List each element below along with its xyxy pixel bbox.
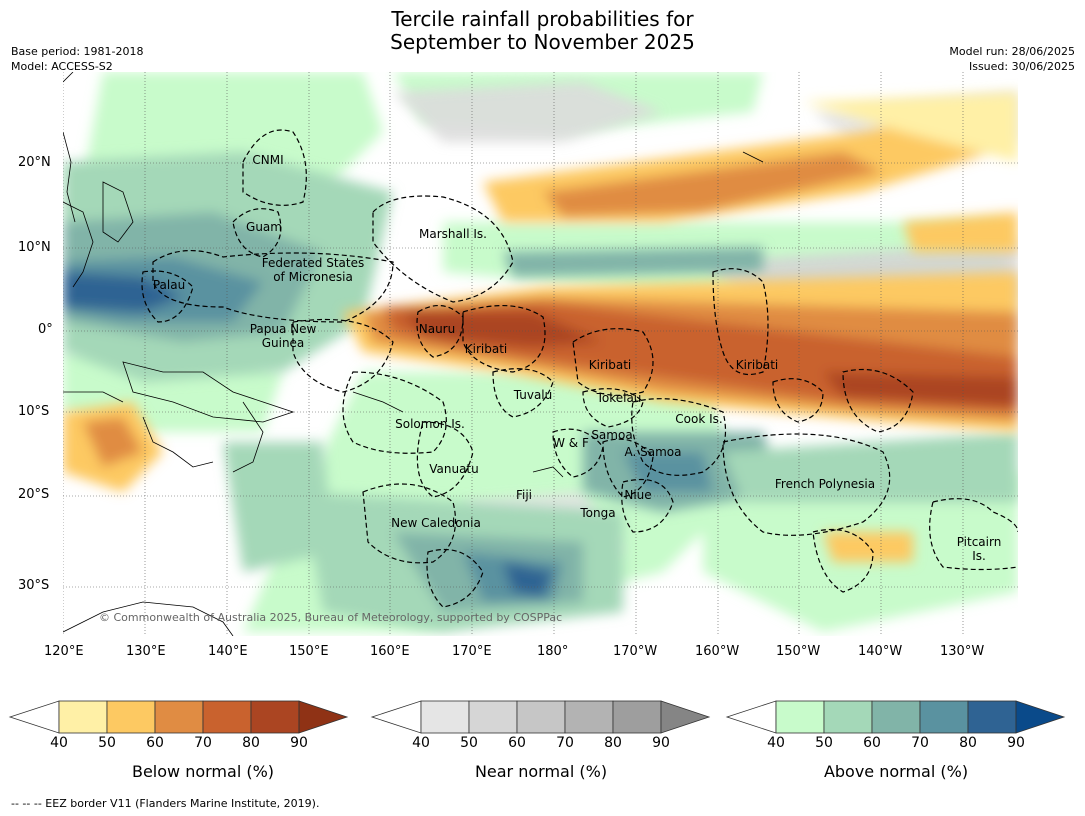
colorbar-above-normal: [725, 700, 1066, 734]
label-nauru: Nauru: [419, 322, 455, 336]
cb-near-tick: 50: [460, 735, 478, 751]
lon-label-130e: 130°E: [126, 644, 166, 659]
cb-below-title: Below normal (%): [131, 762, 275, 781]
lon-label-170w: 170°W: [613, 644, 658, 659]
lon-label-120e: 120°E: [44, 644, 84, 659]
label-am-samoa: A. Samoa: [625, 445, 682, 459]
cb-above-tick: 70: [911, 735, 929, 751]
region-labels: CNMI Guam Marshall Is. Federated States …: [153, 153, 1001, 563]
copyright-text: © Commonwealth of Australia 2025, Bureau…: [99, 611, 562, 624]
lat-label-20s: 20°S: [18, 487, 50, 502]
lon-label-170e: 170°E: [452, 644, 492, 659]
issued-date: Issued: 30/06/2025: [968, 60, 1075, 73]
cb-above-tick: 90: [1007, 735, 1025, 751]
cb-below-tick: 90: [290, 735, 308, 751]
lon-label-140w: 140°W: [858, 644, 903, 659]
cb-near-tick: 70: [556, 735, 574, 751]
coastlines: [63, 72, 764, 636]
label-new-caledonia: New Caledonia: [391, 516, 481, 530]
run-info: Model run: 28/06/2025 Issued: 30/06/2025: [949, 44, 1075, 74]
lat-label-0: 0°: [38, 322, 53, 337]
cb-near-title: Near normal (%): [474, 762, 608, 781]
model-run: Model run: 28/06/2025: [949, 45, 1075, 58]
cb-above-tick: 40: [767, 735, 785, 751]
base-period: Base period: 1981-2018: [11, 45, 144, 58]
cb-below-tick: 50: [98, 735, 116, 751]
lat-label-10s: 10°S: [18, 404, 50, 419]
eez-borders: [141, 129, 1018, 608]
cb-above-tick: 80: [959, 735, 977, 751]
label-tokelau: Tokelau: [596, 391, 642, 405]
label-cnmi: CNMI: [252, 153, 283, 167]
cb-above-tick: 50: [815, 735, 833, 751]
cb-above-tick: 60: [863, 735, 881, 751]
label-niue: Niue: [624, 488, 651, 502]
colorbar-near-normal: [370, 700, 711, 734]
label-guam: Guam: [246, 220, 282, 234]
model-name: Model: ACCESS-S2: [11, 60, 113, 73]
label-wallis-futuna: W & F: [553, 436, 589, 450]
cb-near-tick: 40: [412, 735, 430, 751]
label-samoa: Samoa: [591, 428, 632, 442]
title-line-2: September to November 2025: [390, 30, 695, 54]
label-pitcairn-1: Pitcairn: [957, 535, 1002, 549]
lon-label-150w: 150°W: [776, 644, 821, 659]
rainfall-probability-map: © Commonwealth of Australia 2025, Bureau…: [63, 72, 1018, 636]
cb-near-tick: 90: [652, 735, 670, 751]
cb-below-tick: 70: [194, 735, 212, 751]
eez-border-note: -- -- -- EEZ border V11 (Flanders Marine…: [11, 797, 320, 810]
label-palau: Palau: [153, 278, 185, 292]
lat-label-30s: 30°S: [18, 578, 50, 593]
map-title: Tercile rainfall probabilities for Septe…: [0, 8, 1085, 54]
lon-label-180: 180°: [537, 644, 569, 659]
label-vanuatu: Vanuatu: [429, 462, 479, 476]
graticule: [63, 72, 1018, 636]
lon-label-160w: 160°W: [695, 644, 740, 659]
label-micronesia-2: of Micronesia: [273, 270, 353, 284]
probability-field: © Commonwealth of Australia 2025, Bureau…: [63, 72, 1018, 636]
label-fiji: Fiji: [516, 488, 532, 502]
cb-above-title: Above normal (%): [823, 762, 969, 781]
cb-below-tick: 80: [242, 735, 260, 751]
colorbars: [8, 700, 1066, 734]
lon-label-150e: 150°E: [289, 644, 329, 659]
colorbar-below-normal: [8, 700, 349, 734]
lat-label-10n: 10°N: [18, 240, 51, 255]
cb-near-tick: 80: [604, 735, 622, 751]
cb-below-tick: 60: [146, 735, 164, 751]
label-kiribati-1: Kiribati: [465, 342, 507, 356]
lat-label-20n: 20°N: [18, 155, 51, 170]
cb-below-tick: 40: [50, 735, 68, 751]
label-png-1: Papua New: [250, 322, 317, 336]
label-pitcairn-2: Is.: [972, 549, 986, 563]
label-micronesia-1: Federated States: [262, 256, 364, 270]
base-info: Base period: 1981-2018 Model: ACCESS-S2: [11, 44, 143, 74]
label-tuvalu: Tuvalu: [513, 388, 553, 402]
label-png-2: Guinea: [262, 336, 305, 350]
cb-near-tick: 60: [508, 735, 526, 751]
label-french-polynesia: French Polynesia: [775, 477, 875, 491]
label-solomon: Solomon Is.: [395, 417, 465, 431]
lon-label-160e: 160°E: [370, 644, 410, 659]
label-kiribati-3: Kiribati: [736, 358, 778, 372]
lon-label-130w: 130°W: [940, 644, 985, 659]
label-marshall: Marshall Is.: [419, 227, 487, 241]
label-kiribati-2: Kiribati: [589, 358, 631, 372]
lon-label-140e: 140°E: [208, 644, 248, 659]
label-tonga: Tonga: [579, 506, 615, 520]
label-cook: Cook Is.: [675, 412, 722, 426]
title-line-1: Tercile rainfall probabilities for: [391, 7, 694, 31]
